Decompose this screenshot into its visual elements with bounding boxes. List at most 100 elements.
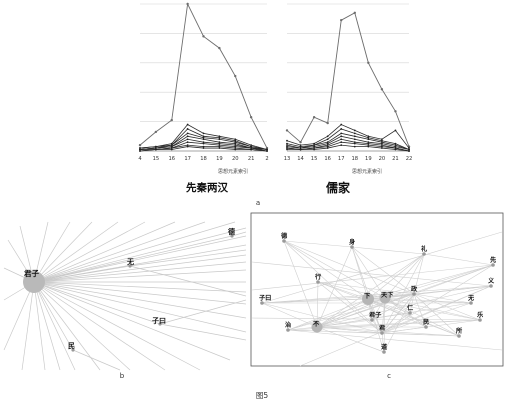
node-li-c — [422, 252, 426, 256]
chart-right-point — [312, 115, 316, 119]
node-label-junzi-c: 君子 — [369, 311, 382, 319]
network-b-edge — [129, 249, 247, 267]
network-b-edge — [129, 265, 247, 297]
node-label-li-c: 礼 — [421, 245, 428, 253]
chart-left-point — [202, 35, 205, 38]
chart-left-gridlines — [140, 3, 267, 152]
chart-right-point — [380, 88, 384, 91]
chart-right-point — [394, 144, 397, 147]
chart-left-tick-label: 15 — [153, 156, 160, 162]
chart-left-point — [202, 147, 205, 149]
chart-right-point — [340, 138, 343, 141]
chart-left-point — [234, 144, 237, 147]
node-le-c — [478, 318, 482, 322]
chart-left-point — [154, 147, 157, 149]
node-label-dao-c: 道 — [381, 343, 388, 351]
network-b-edge — [33, 281, 166, 371]
chart-right-gridlines — [287, 3, 409, 152]
chart-right-series-line — [286, 124, 410, 149]
chart-right-point — [313, 142, 316, 145]
chart-right-title: 儒家 — [326, 180, 351, 195]
network-c-edge — [283, 240, 386, 299]
network-c-edge — [261, 285, 492, 304]
node-label-min-c: 民 — [423, 318, 429, 326]
node-label-wu-c: 无 — [467, 295, 475, 302]
chart-left-point — [234, 147, 237, 149]
chart-right-point — [299, 147, 302, 149]
chart-left-point — [202, 142, 205, 145]
network-c-edge — [283, 240, 353, 248]
node-min-b — [71, 348, 75, 352]
network-c-edge — [287, 329, 503, 351]
network-b-edge — [33, 221, 119, 283]
network-c-edge — [413, 293, 472, 304]
chart-right-point — [408, 150, 410, 152]
network-c-edge — [367, 298, 427, 328]
network-b-edge — [33, 281, 76, 371]
chart-left-point — [202, 138, 205, 141]
chart-right-point — [326, 135, 329, 138]
chart-right-point — [353, 138, 356, 141]
chart-left-point — [250, 145, 253, 148]
chart-right-point — [353, 141, 356, 144]
subfigure-label-b: b — [120, 372, 125, 380]
chart-left-tick-label: 19 — [216, 156, 223, 162]
chart-left-point — [139, 148, 141, 151]
chart-left-point — [234, 142, 237, 145]
network-b-edge — [21, 281, 35, 371]
chart-right-xlabel: 思想元素索引 — [352, 168, 382, 175]
chart-left-point — [186, 144, 189, 147]
chart-left-point — [250, 148, 253, 151]
network-c-edge — [261, 302, 383, 334]
chart-left-tick-label: 16 — [168, 156, 175, 162]
chart-right-series-line — [286, 128, 410, 150]
chart-right-tick-label: 19 — [365, 156, 372, 162]
network-c-edge — [413, 253, 425, 295]
network-c-edge — [371, 293, 415, 321]
chart-left-point — [266, 150, 268, 152]
chart-right-point — [299, 140, 302, 144]
node-label-ziyue-b: 子曰 — [152, 317, 166, 325]
network-b-edge — [33, 281, 231, 361]
chart-left-point — [139, 147, 141, 149]
node-label-xian-c: 先 — [490, 256, 497, 264]
node-ziyue-b — [158, 322, 162, 326]
network-b-edge — [33, 221, 146, 283]
node-label-bu-c: 不 — [313, 321, 320, 328]
node-label-le-c: 乐 — [477, 311, 484, 319]
node-dao-c — [382, 350, 386, 354]
chart-left-point — [234, 74, 237, 78]
network-c-edge — [381, 253, 425, 334]
chart-left-point — [202, 135, 205, 138]
chart-right-point — [394, 147, 397, 149]
chart-right-point — [299, 145, 302, 148]
chart-left-point — [234, 139, 237, 142]
node-bu-c — [311, 321, 323, 333]
node-label-ziyue-c: 子曰 — [259, 295, 271, 302]
network-c-edge — [317, 281, 415, 295]
node-label-xing-c: 行 — [314, 273, 322, 281]
chart-right-point — [285, 129, 289, 132]
network-c-edges — [251, 231, 503, 367]
chart-left-point — [250, 147, 253, 149]
network-c-edge — [351, 246, 425, 255]
chart-right-point — [394, 129, 397, 132]
chart-left-point — [218, 147, 221, 149]
network-c-edge — [283, 240, 318, 328]
chart-right-tick-labels: 13 14 15 16 17 18 19 20 21 22 — [284, 156, 413, 162]
network-b-edge — [33, 281, 131, 371]
network-c-edge — [251, 317, 481, 321]
network-b-edge — [33, 221, 206, 283]
node-min-c — [424, 325, 428, 329]
chart-right-point — [380, 141, 383, 144]
chart-right-point — [286, 145, 288, 148]
chart-right-tick-label: 21 — [392, 156, 399, 162]
chart-right-point — [340, 123, 343, 126]
network-b-edge — [33, 227, 247, 283]
node-xia-c — [362, 293, 374, 305]
network-b-edge — [159, 323, 247, 341]
network-c-edge — [316, 312, 411, 328]
chart-left-point — [186, 2, 189, 6]
network-b-edges — [3, 221, 247, 371]
chart-left-tick-label: 2 — [265, 156, 268, 162]
